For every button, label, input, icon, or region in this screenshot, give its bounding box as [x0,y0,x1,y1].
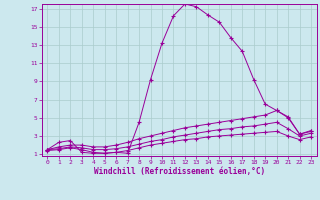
X-axis label: Windchill (Refroidissement éolien,°C): Windchill (Refroidissement éolien,°C) [94,167,265,176]
